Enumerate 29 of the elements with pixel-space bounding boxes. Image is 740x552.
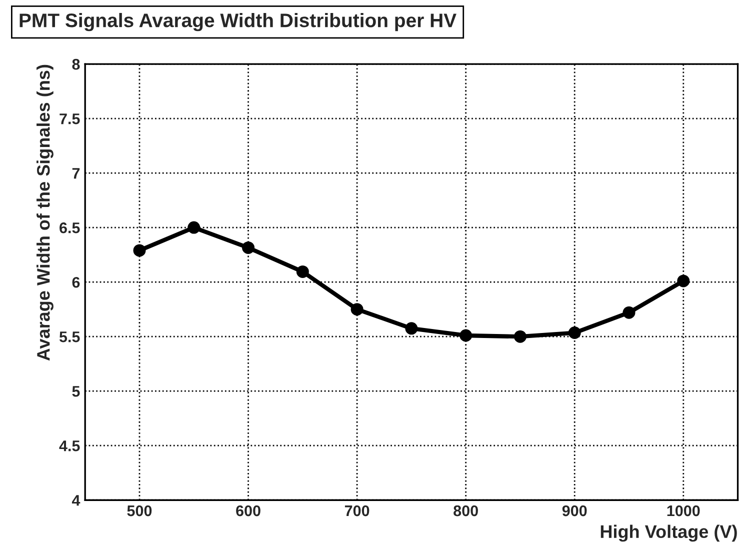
point [242,241,255,254]
point [677,274,690,288]
x-axis-title: High Voltage (V) [600,524,737,542]
point [350,303,364,316]
y-tick-label: 7.5 [60,114,80,124]
y-axis-title: Avarage Width of the Signales (ns) [36,64,54,361]
point [514,330,526,343]
chart-title: PMT Signals Avarage Width Distribution per HV [20,12,456,32]
point [296,265,309,278]
y-tick-label: 4.5 [59,440,80,452]
y-tick-label: 8 [72,58,80,70]
y-tick-label: 7 [72,168,80,179]
y-tick-label: 6 [72,276,80,288]
point [568,326,581,340]
x-tick-label: 900 [562,505,587,516]
x-tick-label: 600 [236,505,260,516]
point [622,306,636,319]
y-tick-label: 4 [72,495,80,506]
x-tick-label: 700 [344,505,370,516]
point [188,221,200,234]
y-tick-label: 5 [72,386,80,397]
y-tick-label: 5.5 [59,332,80,342]
x-tick-label: 1000 [667,505,700,516]
x-tick-label: 500 [127,505,152,516]
y-tick-label: 6.5 [60,222,80,234]
point [460,329,472,342]
point [133,244,146,257]
point [405,322,418,335]
x-tick-label: 800 [454,505,478,516]
